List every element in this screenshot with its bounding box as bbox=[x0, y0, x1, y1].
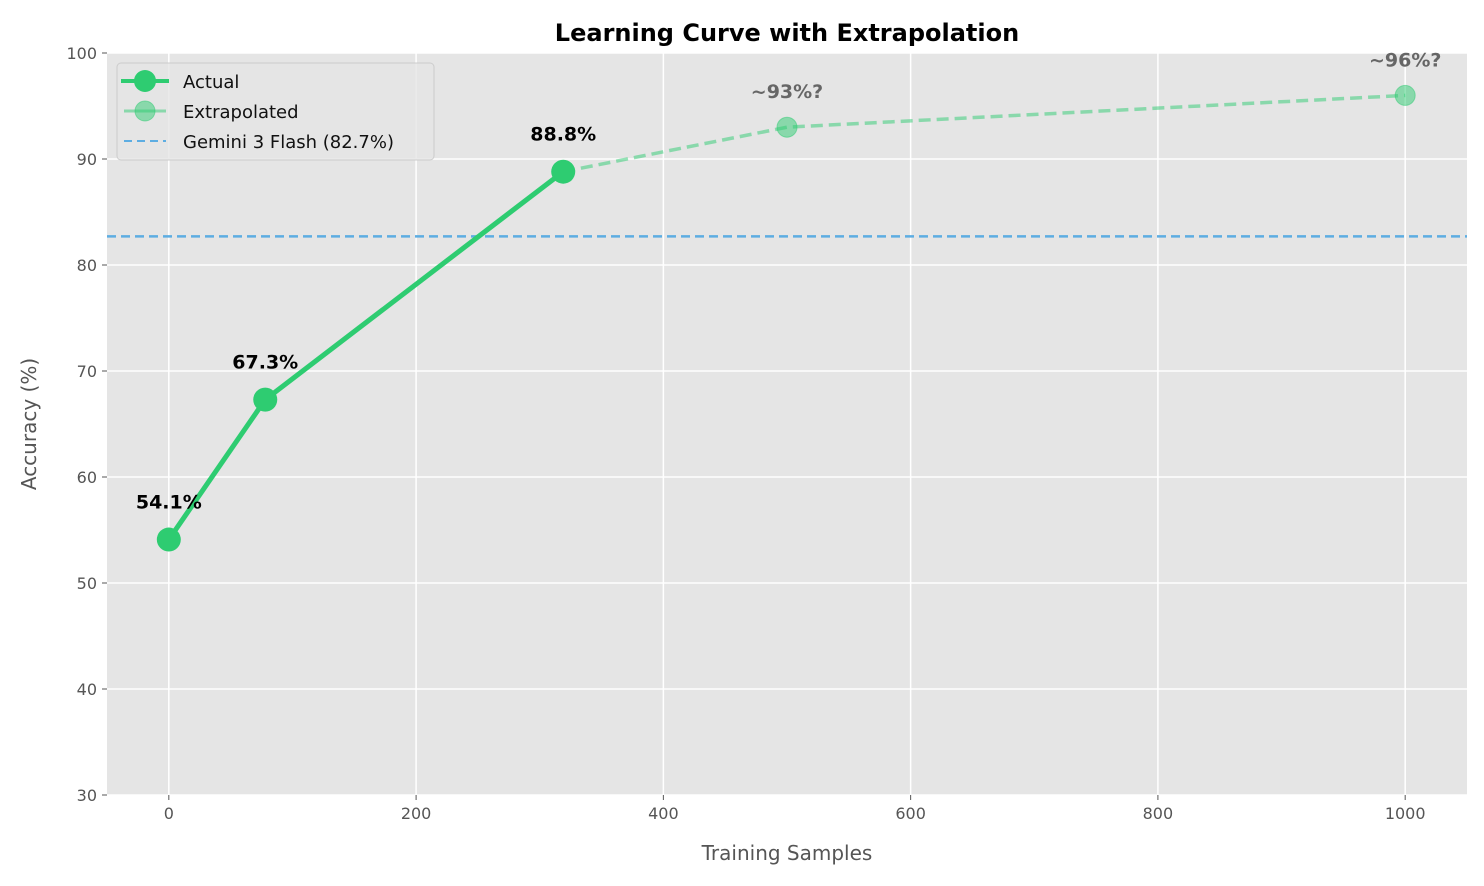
extrapolated-point-label: ~96%? bbox=[1369, 49, 1441, 71]
legend: Actual Extrapolated Gemini 3 Flash (82.7… bbox=[116, 62, 435, 161]
x-tick-label: 400 bbox=[648, 804, 679, 823]
x-tick-label: 800 bbox=[1143, 804, 1174, 823]
actual-point bbox=[156, 527, 181, 552]
y-tick-label: 70 bbox=[77, 362, 97, 381]
extrapolated-point bbox=[776, 116, 798, 138]
x-tick-label: 0 bbox=[164, 804, 174, 823]
chart-title: Learning Curve with Extrapolation bbox=[555, 19, 1019, 47]
y-tick-label: 60 bbox=[77, 468, 97, 487]
y-tick-label: 80 bbox=[77, 256, 97, 275]
x-tick-label: 600 bbox=[895, 804, 926, 823]
y-tick-label: 50 bbox=[77, 574, 97, 593]
y-tick-label: 30 bbox=[77, 786, 97, 805]
extrapolated-point bbox=[1394, 84, 1416, 106]
legend-extrapolated-marker bbox=[134, 100, 156, 122]
actual-point-label: 88.8% bbox=[530, 124, 596, 146]
y-tick-label: 90 bbox=[77, 150, 97, 169]
legend-extrapolated-label: Extrapolated bbox=[183, 102, 299, 123]
extrapolated-point-label: ~93%? bbox=[751, 81, 823, 103]
y-tick-label: 100 bbox=[66, 44, 97, 63]
x-tick-label: 200 bbox=[401, 804, 432, 823]
y-axis-label: Accuracy (%) bbox=[17, 358, 41, 490]
actual-point-label: 54.1% bbox=[136, 492, 202, 514]
legend-actual-marker bbox=[134, 70, 156, 92]
y-tick-label: 40 bbox=[77, 680, 97, 699]
legend-actual-label: Actual bbox=[183, 72, 239, 93]
actual-point-label: 67.3% bbox=[232, 352, 298, 374]
actual-point bbox=[253, 387, 278, 412]
legend-gemini-label: Gemini 3 Flash (82.7%) bbox=[183, 132, 394, 153]
actual-point bbox=[551, 159, 576, 184]
extrapolated-line bbox=[562, 93, 1406, 174]
x-axis-label: Training Samples bbox=[701, 841, 873, 865]
x-tick-label: 1000 bbox=[1385, 804, 1426, 823]
plot-area bbox=[107, 53, 1467, 795]
